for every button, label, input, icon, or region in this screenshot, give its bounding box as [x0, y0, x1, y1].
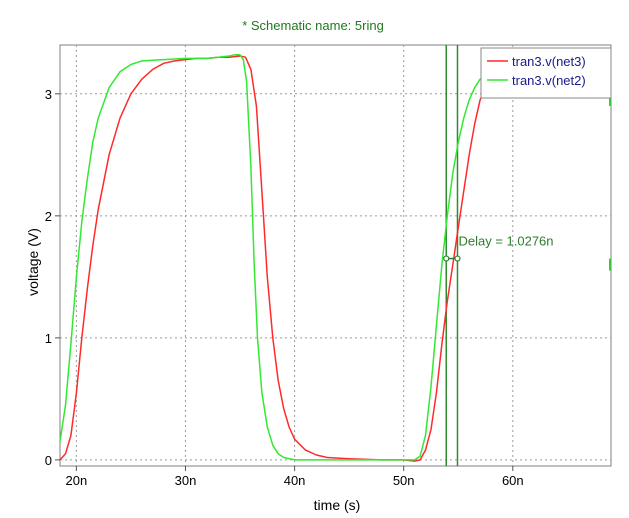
y-tick-label-0: 0: [45, 453, 52, 468]
delay-annotation: Delay = 1.0276n: [458, 234, 553, 249]
y-tick-label-3: 3: [45, 87, 52, 102]
y-tick-label-1: 1: [45, 331, 52, 346]
legend-label-0: tran3.v(net3): [512, 54, 586, 69]
chart-title: * Schematic name: 5ring: [242, 18, 384, 33]
y-axis-label: voltage (V): [25, 228, 41, 296]
series-layer: [59, 54, 495, 462]
annotation-layer: Delay = 1.0276n: [443, 234, 554, 262]
x-tick-label-0: 20n: [66, 473, 88, 488]
x-tick-label-2: 40n: [284, 473, 306, 488]
y-axis-ticks: 0 1 2 3: [45, 87, 60, 468]
y-tick-label-2: 2: [45, 209, 52, 224]
series-line-0: [59, 55, 495, 462]
x-tick-label-4: 60n: [502, 473, 524, 488]
delay-marker-end: [454, 255, 461, 262]
legend-box: [480, 47, 612, 99]
series-line-1: [59, 54, 486, 461]
delay-marker-start: [443, 255, 450, 262]
legend: tran3.v(net3) tran3.v(net2): [480, 47, 612, 99]
x-tick-label-1: 30n: [175, 473, 197, 488]
legend-label-1: tran3.v(net2): [512, 73, 586, 88]
x-axis-ticks: 20n 30n 40n 50n 60n: [66, 466, 524, 488]
x-axis-label: time (s): [314, 497, 361, 513]
plot-area: [59, 44, 612, 467]
x-tick-label-3: 50n: [393, 473, 415, 488]
